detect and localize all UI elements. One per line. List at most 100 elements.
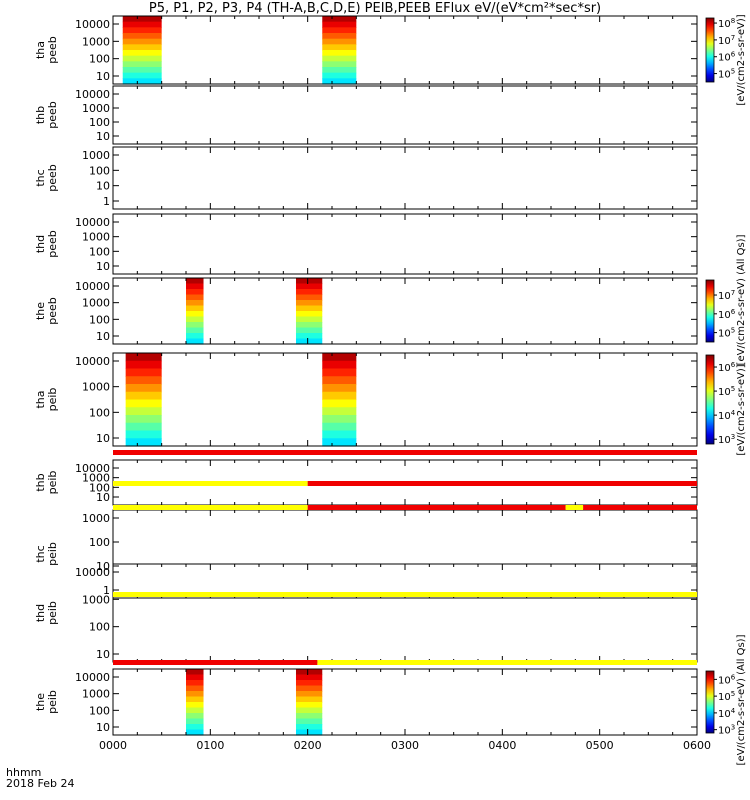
spectrogram-cell xyxy=(125,360,162,370)
y-tick-label: 10000 xyxy=(75,216,110,229)
y-tick-label: 1000 xyxy=(82,35,110,48)
y-tick-label: 1000 xyxy=(82,512,110,525)
y-tick-label: 10000 xyxy=(75,18,110,31)
spectrogram-cell xyxy=(295,724,323,731)
colorbar xyxy=(705,279,715,343)
y-tick-label: 10 xyxy=(96,260,110,273)
spectrogram-cell xyxy=(295,283,323,290)
spectrogram-cell xyxy=(295,669,323,676)
spectrogram-cell xyxy=(322,422,357,432)
spectrogram-cell xyxy=(295,294,323,301)
y-tick-label: 100 xyxy=(89,164,110,177)
panel-label-product: peib xyxy=(46,471,59,495)
spectrogram-cell xyxy=(322,38,357,45)
y-tick-label: 100 xyxy=(89,704,110,717)
spectrogram-cell xyxy=(295,289,323,296)
panel-label-probe: thb xyxy=(34,106,47,124)
colorbar-unit-label: [eV/(cm2-s-sr-eV)] xyxy=(736,14,747,105)
colorbar-unit-label: [eV/(cm2-s-sr-eV) (All Qs)] xyxy=(736,634,747,765)
y-tick-label: 10000 xyxy=(75,566,110,579)
y-tick-label: 10 xyxy=(96,130,110,143)
panel-label-probe: thd xyxy=(34,235,47,253)
spectrogram-cell xyxy=(125,438,162,447)
y-tick-label: 100 xyxy=(89,116,110,129)
spectrogram-cell xyxy=(122,61,162,68)
spectrogram-cell xyxy=(186,311,204,318)
spectrogram-cell xyxy=(322,55,357,62)
spectrogram-cell xyxy=(186,278,204,285)
spectrogram-cell xyxy=(125,368,162,377)
y-tick-label: 1000 xyxy=(82,688,110,701)
spectrogram-cell xyxy=(322,72,357,79)
spectrogram-cell xyxy=(295,702,323,709)
colorbar-tick-label: 107 xyxy=(718,289,735,302)
spectrogram-cell xyxy=(122,21,162,28)
y-tick-label: 10000 xyxy=(75,462,110,475)
spectrogram-cell xyxy=(295,278,323,285)
spectrogram-cell xyxy=(186,289,204,296)
spectrogram-cell xyxy=(295,696,323,703)
x-tick-label: 0200 xyxy=(294,739,322,752)
spectrogram-cell xyxy=(295,322,323,329)
spectrogram-cell xyxy=(125,399,162,408)
panel-frame xyxy=(112,213,698,275)
spectrogram-cell xyxy=(122,72,162,79)
status-bar-segment xyxy=(113,592,697,597)
spectrogram-cell xyxy=(322,33,357,40)
spectrogram-cell xyxy=(122,55,162,62)
status-bar-segment xyxy=(317,660,697,665)
panel-label-product: peib xyxy=(46,388,59,412)
status-bar-segment xyxy=(113,505,308,510)
status-bar-segment xyxy=(565,505,584,510)
spectrogram-cell xyxy=(122,27,162,34)
spectrogram-cell xyxy=(322,407,357,416)
spectrogram-cell xyxy=(295,316,323,323)
colorbar-tick-label: 104 xyxy=(718,409,736,422)
spectrogram-cell xyxy=(125,353,162,362)
y-tick-label: 1000 xyxy=(82,149,110,162)
spectrogram-cell xyxy=(186,724,204,731)
y-tick-label: 10000 xyxy=(75,355,110,368)
spectrogram-cell xyxy=(322,360,357,370)
colorbar-tick-label: 106 xyxy=(718,308,736,321)
panel-label-probe: thc xyxy=(34,545,47,562)
status-bar-segment xyxy=(113,450,697,455)
colorbar xyxy=(705,670,715,734)
panel-label-product: peib xyxy=(46,690,59,714)
y-tick-label: 10 xyxy=(96,648,110,661)
spectrogram-cell xyxy=(186,327,204,334)
colorbar-tick-label: 103 xyxy=(718,724,735,737)
panel-frame xyxy=(112,146,698,210)
colorbar-tick-label: 104 xyxy=(718,707,736,720)
x-tick-label: 0100 xyxy=(196,739,224,752)
figure-title: P5, P1, P2, P3, P4 (TH-A,B,C,D,E) PEIB,P… xyxy=(148,1,602,16)
y-tick-label: 100 xyxy=(89,313,110,326)
panel-label-probe: tha xyxy=(34,390,47,408)
spectrogram-cell xyxy=(125,391,162,401)
colorbar-tick-label: 106 xyxy=(718,51,736,64)
panel-frame xyxy=(112,85,698,145)
spectrogram-cell xyxy=(322,21,357,28)
spectrogram-cell xyxy=(295,713,323,720)
spectrogram-cell xyxy=(322,16,357,23)
y-tick-label: 1000 xyxy=(82,472,110,485)
spectrogram-cell xyxy=(322,67,357,74)
spectrogram-cell xyxy=(322,415,357,424)
spectrogram-cell xyxy=(186,316,204,323)
y-tick-label: 10000 xyxy=(75,88,110,101)
spectrogram-cell xyxy=(322,438,357,447)
spectrogram-cell xyxy=(295,729,323,736)
spectrogram-cell xyxy=(186,669,204,676)
spectrogram-cell xyxy=(322,368,357,377)
spectrogram-cell xyxy=(322,78,357,85)
spectrogram-cell xyxy=(186,713,204,720)
spectrogram-cell xyxy=(122,38,162,45)
colorbar-tick-label: 105 xyxy=(718,68,735,81)
colorbar-tick-label: 106 xyxy=(718,361,736,374)
panel-label-product: peib xyxy=(46,601,59,625)
panel-frame xyxy=(112,509,698,599)
colorbar-tick-label: 103 xyxy=(718,433,735,446)
status-bar-segment xyxy=(583,505,697,510)
panel-frame xyxy=(112,563,698,663)
